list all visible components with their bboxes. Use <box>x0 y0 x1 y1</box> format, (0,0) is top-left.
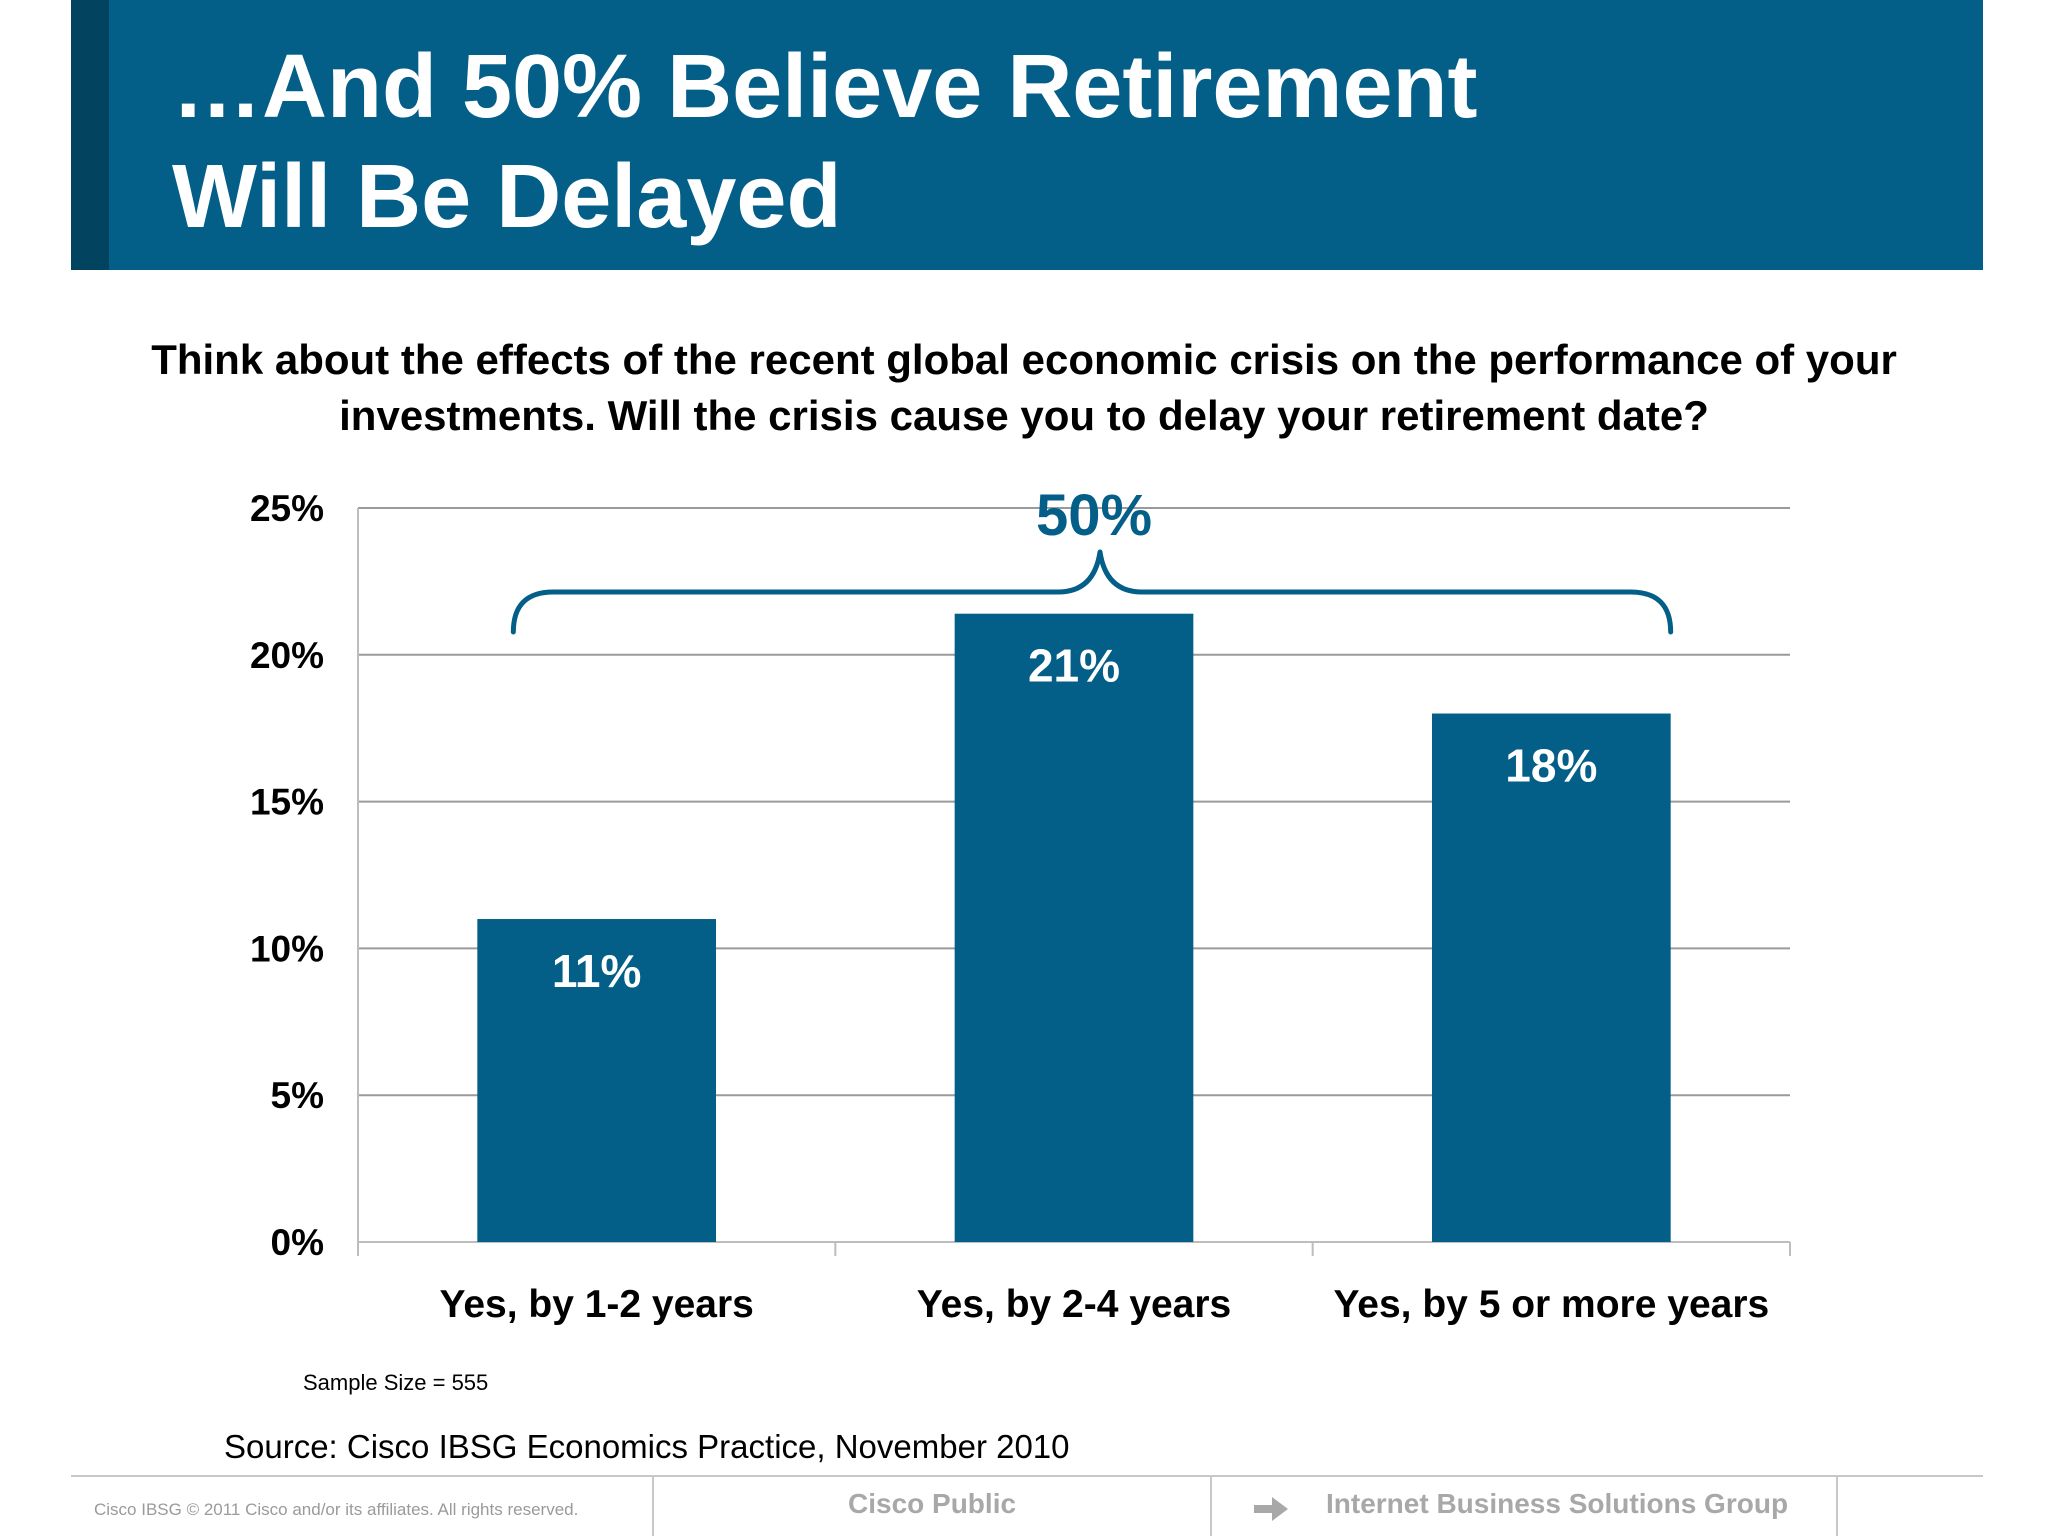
sample-size-note: Sample Size = 555 <box>303 1370 489 1395</box>
title-banner-accent <box>71 0 109 270</box>
bar-chart: 0% 5% 10% 15% 20% 25% 11% Yes, by 1-2 years 21% Y… <box>250 483 1791 1326</box>
category-label: Yes, by 2-4 years <box>917 1283 1231 1326</box>
bar-data-label: 11% <box>552 945 642 997</box>
footer-divider <box>71 1475 1983 1477</box>
bar-data-label: 21% <box>1028 640 1120 692</box>
footer-separator <box>1836 1477 1838 1536</box>
brace-annotation <box>510 549 1674 635</box>
footer-separator <box>1210 1477 1212 1536</box>
y-tick-label: 10% <box>250 928 324 969</box>
source-note: Source: Cisco IBSG Economics Practice, N… <box>224 1428 1070 1465</box>
y-tick-label: 15% <box>250 782 324 823</box>
footer-group-name: Internet Business Solutions Group <box>1326 1488 1789 1519</box>
category-label: Yes, by 1-2 years <box>439 1283 753 1326</box>
brace-annotation-label: 50% <box>1036 483 1152 548</box>
bar-data-label: 18% <box>1505 740 1597 792</box>
category-label: Yes, by 5 or more years <box>1333 1283 1769 1326</box>
bar <box>954 613 1194 1242</box>
slide-title: …And 50% Believe Retirement Will Be Dela… <box>172 37 1478 247</box>
survey-question: Think about the effects of the recent gl… <box>151 336 1897 439</box>
y-tick-label: 25% <box>250 488 324 529</box>
bar <box>477 919 716 1242</box>
footer-copyright: Cisco IBSG © 2011 Cisco and/or its affil… <box>94 1500 579 1519</box>
y-tick-label: 0% <box>271 1222 324 1263</box>
y-tick-label: 5% <box>271 1075 324 1116</box>
y-tick-label: 20% <box>250 635 324 676</box>
footer-separator <box>652 1477 654 1536</box>
arrow-right-icon <box>1254 1497 1288 1521</box>
title-banner <box>71 0 1983 270</box>
footer-classification: Cisco Public <box>848 1488 1017 1519</box>
bar <box>1432 713 1671 1242</box>
